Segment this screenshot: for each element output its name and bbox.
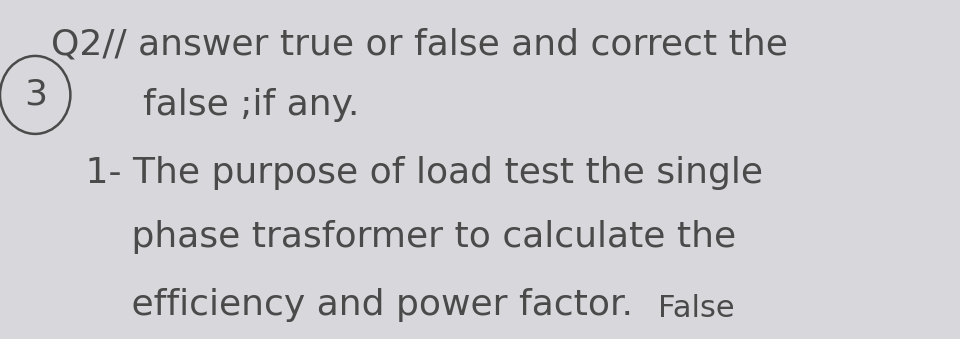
Text: 1- The purpose of load test the single: 1- The purpose of load test the single [51,156,763,190]
Text: Q2// answer true or false and correct the: Q2// answer true or false and correct th… [51,27,788,61]
Text: efficiency and power factor.: efficiency and power factor. [51,288,656,322]
Text: phase trasformer to calculate the: phase trasformer to calculate the [51,220,736,254]
Text: False: False [658,294,734,323]
Text: 3: 3 [24,78,47,112]
Text: false ;if any.: false ;if any. [51,88,359,122]
